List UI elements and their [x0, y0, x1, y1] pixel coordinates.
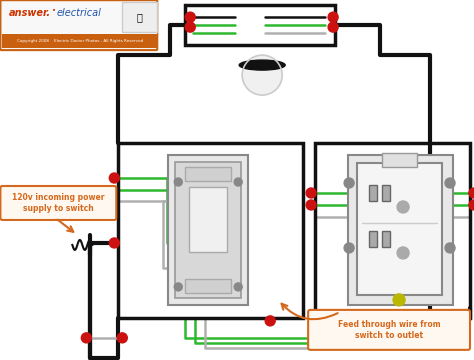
- FancyBboxPatch shape: [0, 0, 157, 50]
- Bar: [2, 2, 157, 34]
- Bar: [382, 185, 390, 201]
- Text: 🔧: 🔧: [137, 12, 142, 22]
- Circle shape: [109, 173, 119, 183]
- Circle shape: [306, 188, 316, 198]
- Circle shape: [344, 243, 354, 253]
- Circle shape: [174, 283, 182, 291]
- Circle shape: [185, 12, 195, 22]
- Circle shape: [469, 200, 474, 210]
- Bar: [369, 231, 377, 247]
- Bar: [315, 143, 470, 318]
- Circle shape: [174, 178, 182, 186]
- FancyBboxPatch shape: [0, 186, 116, 220]
- Circle shape: [185, 22, 195, 32]
- Text: Feed through wire from
switch to outlet: Feed through wire from switch to outlet: [338, 320, 440, 339]
- Circle shape: [234, 178, 242, 186]
- Bar: [118, 143, 303, 318]
- Circle shape: [242, 55, 282, 95]
- FancyBboxPatch shape: [308, 310, 470, 350]
- Circle shape: [306, 200, 316, 210]
- Circle shape: [328, 12, 338, 22]
- Circle shape: [109, 238, 119, 248]
- Circle shape: [397, 247, 409, 259]
- Bar: [382, 153, 417, 167]
- Text: 120v incoming power
supply to switch: 120v incoming power supply to switch: [12, 193, 105, 213]
- Circle shape: [344, 178, 354, 188]
- Circle shape: [469, 188, 474, 198]
- Circle shape: [445, 178, 455, 188]
- Bar: [189, 187, 227, 252]
- Circle shape: [397, 201, 409, 213]
- Bar: [175, 162, 241, 298]
- Bar: [2, 34, 157, 48]
- Circle shape: [445, 243, 455, 253]
- Text: answer.: answer.: [9, 8, 51, 18]
- Circle shape: [117, 333, 128, 343]
- Bar: [369, 185, 377, 201]
- Bar: [185, 167, 231, 181]
- Bar: [185, 5, 335, 45]
- Bar: [348, 155, 453, 305]
- Bar: [382, 231, 390, 247]
- Circle shape: [393, 294, 405, 306]
- Text: Copyright 2008    Electric Doctor Photos - All Rights Reserved: Copyright 2008 Electric Doctor Photos - …: [17, 39, 144, 43]
- Text: electrical: electrical: [56, 8, 101, 18]
- Circle shape: [328, 22, 338, 32]
- Ellipse shape: [239, 60, 285, 70]
- Bar: [357, 163, 442, 295]
- Circle shape: [234, 283, 242, 291]
- Text: •: •: [52, 8, 56, 14]
- Bar: [185, 279, 231, 293]
- Bar: [168, 155, 248, 305]
- Circle shape: [82, 333, 91, 343]
- Bar: [122, 2, 157, 32]
- Circle shape: [265, 316, 275, 326]
